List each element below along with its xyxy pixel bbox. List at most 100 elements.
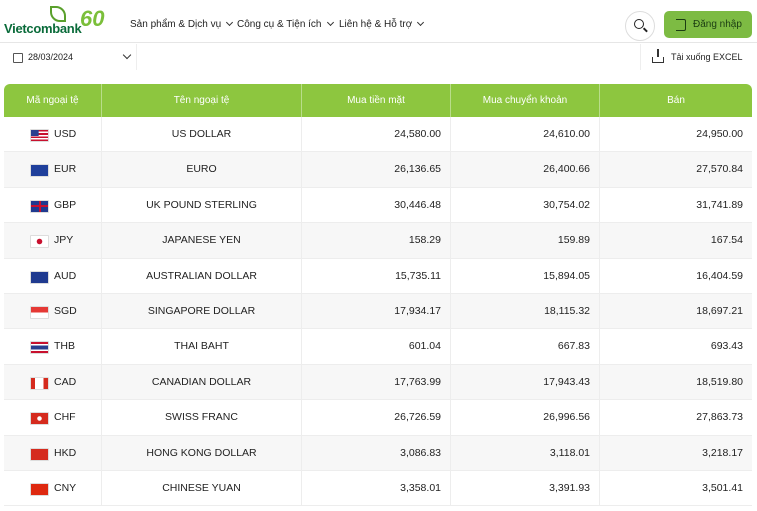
flag-icon [30, 164, 49, 178]
table-header: Mã ngoại tệ Tên ngoại tệ Mua tiền mặt Mua c… [4, 84, 752, 117]
rate-value: 18,519.80 [696, 375, 743, 388]
rate-value: 27,570.84 [696, 163, 743, 176]
currency-code: USD [4, 117, 102, 152]
rate-value: 15,894.05 [451, 258, 600, 294]
table-row: CAD CANADIAN DOLLAR 17,763.99 17,943.43 18,5… [4, 364, 752, 401]
table-row: AUD AUSTRALIAN DOLLAR 15,735.11 15,894.05 16… [4, 258, 752, 294]
download-label: Tải xuống EXCEL [671, 52, 743, 62]
rate-value: 26,996.56 [451, 400, 600, 436]
rate-value: 27,863.73 [696, 411, 743, 424]
table-row: USD US DOLLAR 24,580.00 24,610.00 24,950.00 [4, 117, 752, 153]
currency-name: SINGAPORE DOLLAR [102, 294, 302, 329]
nav-item[interactable]: Công cụ & Tiện ích [237, 19, 333, 30]
table-row: THB THAI BAHT 601.04 667.83 693.43 [4, 329, 752, 365]
nav-item[interactable]: Sản phẩm & Dịch vụ [130, 19, 232, 30]
rate-value: 158.29 [302, 223, 451, 259]
currency-name: US DOLLAR [102, 117, 302, 152]
login-button[interactable]: Đăng nhập [664, 11, 752, 38]
rate-value: 3,218.17 [702, 446, 743, 459]
badge: 60 [80, 6, 105, 31]
rate-value: 18,697.21 [696, 305, 743, 317]
table-row: EUR EURO 26,136.65 26,400.66 27,570.84 [4, 152, 752, 188]
currency-code: CNY [4, 471, 102, 506]
table-row: JPY JAPANESE YEN 158.29 159.89 167.54 [4, 223, 752, 259]
rate-value: 17,934.17 [302, 294, 451, 329]
table-row: CNY CHINESE YUAN 3,358.01 3,391.93 3,501.41 [4, 471, 752, 507]
table-row: CHF SWISS FRANC 26,726.59 26,996.56 27,863.7… [4, 400, 752, 436]
flag-icon [30, 483, 49, 496]
currency-code: CAD [4, 364, 102, 400]
column-header: Mã ngoại tệ [4, 84, 102, 117]
rate-value: 3,118.01 [451, 435, 600, 471]
rate-value: 26,726.59 [302, 400, 451, 436]
table-row: SGD SINGAPORE DOLLAR 17,934.17 18,115.32 18,… [4, 294, 752, 330]
currency-name: AUSTRALIAN DOLLAR [102, 258, 302, 294]
column-header: Tên ngoại tệ [102, 84, 302, 117]
table-row: GBP UK POUND STERLING 30,446.48 30,754.02 31… [4, 187, 752, 224]
rate-value: 167.54 [710, 234, 743, 247]
date-value: 28/03/2024 [28, 52, 74, 62]
download-button[interactable]: Tải xuống EXCEL [640, 44, 753, 70]
nav-item[interactable]: Liên hệ & Hỗ trợ [339, 19, 423, 30]
currency-code: CHF [4, 400, 102, 436]
download-icon [652, 49, 664, 63]
currency-code: JPY [4, 223, 102, 259]
logo-leaf [50, 6, 66, 22]
column-header: Bán [667, 95, 685, 106]
flag-icon [30, 447, 49, 461]
currency-code: AUD [4, 258, 102, 294]
chevron [122, 50, 132, 60]
flag-icon [30, 306, 49, 319]
rate-value: 3,501.41 [702, 482, 743, 494]
brand[interactable]: Vietcombank [4, 21, 82, 36]
rate-value: 30,754.02 [451, 187, 600, 223]
top-bar: Vietcombank 60 Sản phẩm & Dịch vụ Công c… [0, 0, 757, 43]
table-row: HKD HONG KONG DOLLAR 3,086.83 3,118.01 3,218… [4, 435, 752, 471]
currency-name: CHINESE YUAN [102, 471, 302, 506]
rate-value: 18,115.32 [451, 294, 600, 329]
rate-value: 15,735.11 [302, 258, 451, 294]
currency-name: JAPANESE YEN [102, 223, 302, 259]
currency-code: GBP [4, 187, 102, 223]
rate-value: 24,950.00 [696, 128, 743, 140]
rate-value: 693.43 [710, 340, 743, 353]
rate-value: 3,391.93 [451, 471, 600, 506]
rate-value: 3,358.01 [302, 471, 451, 506]
rate-value: 30,446.48 [302, 187, 451, 223]
rate-value: 26,136.65 [302, 152, 451, 188]
currency-code: EUR [4, 152, 102, 188]
rate-value: 601.04 [302, 329, 451, 365]
flag-icon [30, 199, 49, 213]
rate-value: 24,580.00 [302, 117, 451, 152]
currency-name: HONG KONG DOLLAR [102, 435, 302, 471]
rate-value: 17,943.43 [451, 364, 600, 400]
rate-value: 159.89 [451, 223, 600, 259]
column-header: Mua chuyển khoản [451, 84, 600, 117]
rate-value: 16,404.59 [696, 269, 743, 282]
currency-code: THB [4, 329, 102, 365]
date-picker[interactable]: 28/03/2024 [4, 44, 137, 70]
calendar-icon [13, 53, 23, 63]
rate-value: 26,400.66 [451, 152, 600, 188]
rate-value: 3,086.83 [302, 435, 451, 471]
currency-name: THAI BAHT [102, 329, 302, 365]
currency-name: SWISS FRANC [102, 400, 302, 436]
currency-name: UK POUND STERLING [102, 187, 302, 223]
rate-value: 24,610.00 [451, 117, 600, 152]
flag-icon [30, 235, 49, 249]
currency-name: EURO [102, 152, 302, 188]
flag-icon [30, 412, 49, 426]
currency-code: SGD [4, 294, 102, 329]
currency-code: HKD [4, 435, 102, 471]
rate-value: 31,741.89 [696, 198, 743, 211]
search-button[interactable] [625, 11, 655, 41]
flag-icon [30, 341, 49, 355]
login-label: Đăng nhập [693, 19, 742, 30]
flag-icon [30, 376, 49, 390]
currency-name: CANADIAN DOLLAR [102, 364, 302, 400]
flag-icon [30, 270, 49, 284]
column-header: Mua tiền mặt [302, 84, 451, 117]
rate-value: 17,763.99 [302, 364, 451, 400]
rate-value: 667.83 [451, 329, 600, 365]
